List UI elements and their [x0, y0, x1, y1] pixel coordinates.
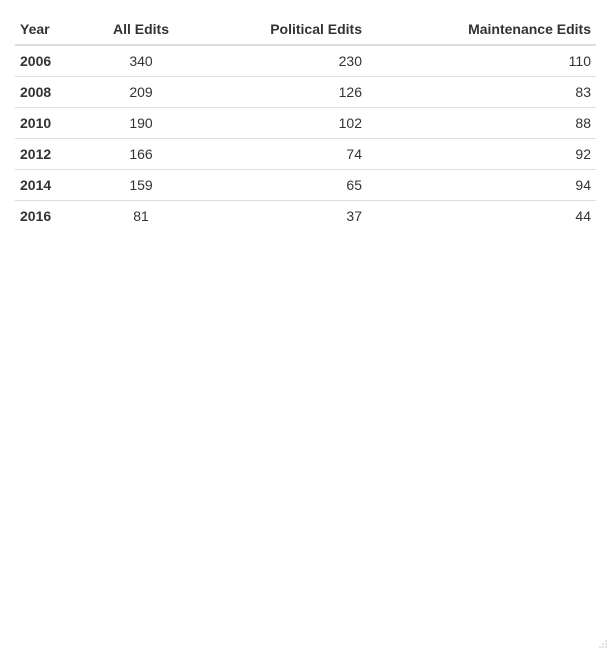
cell-political-edits: 65 [197, 169, 367, 201]
cell-maintenance-edits: 44 [367, 200, 596, 231]
data-table-container: Year All Edits Political Edits Maintenan… [15, 14, 596, 231]
cell-maintenance-edits: 88 [367, 107, 596, 139]
edits-table: Year All Edits Political Edits Maintenan… [15, 14, 596, 231]
cell-year: 2010 [15, 107, 85, 139]
table-row: 2014 159 65 94 [15, 169, 596, 201]
table-body: 2006 340 230 110 2008 209 126 83 2010 19… [15, 45, 596, 231]
cell-maintenance-edits: 94 [367, 169, 596, 201]
cell-all-edits: 190 [85, 107, 197, 139]
cell-year: 2016 [15, 200, 85, 231]
table-header: Year All Edits Political Edits Maintenan… [15, 14, 596, 46]
cell-year: 2012 [15, 138, 85, 170]
cell-maintenance-edits: 83 [367, 76, 596, 108]
cell-maintenance-edits: 110 [568, 53, 591, 69]
header-row: Year All Edits Political Edits Maintenan… [15, 14, 596, 46]
table-row: 2008 209 126 83 [15, 76, 596, 108]
cell-political-edits: 74 [197, 138, 367, 170]
cell-political-edits: 102 [197, 107, 367, 139]
cell-year: 2006 [20, 53, 52, 69]
header-all-edits: All Edits [85, 14, 197, 46]
header-maintenance-edits: Maintenance Edits [367, 14, 596, 46]
table-row: 2012 166 74 92 [15, 138, 596, 170]
table-row: 2006 340 230 110 [15, 45, 596, 77]
table-row: 2016 81 37 44 [15, 200, 596, 231]
table-row: 2010 190 102 88 [15, 107, 596, 139]
cell-political-edits: 37 [197, 200, 367, 231]
cell-all-edits: 209 [85, 76, 197, 108]
cell-political-edits: 230 [338, 53, 362, 69]
cell-year: 2008 [15, 76, 85, 108]
cell-political-edits: 126 [197, 76, 367, 108]
cell-all-edits: 166 [85, 138, 197, 170]
cell-all-edits: 159 [85, 169, 197, 201]
header-year: Year [15, 14, 85, 46]
cell-maintenance-edits: 92 [367, 138, 596, 170]
cell-all-edits: 340 [129, 53, 153, 69]
cell-all-edits: 81 [85, 200, 197, 231]
resize-grip-icon[interactable] [599, 635, 607, 648]
cell-year: 2014 [15, 169, 85, 201]
header-political-edits: Political Edits [197, 14, 367, 46]
